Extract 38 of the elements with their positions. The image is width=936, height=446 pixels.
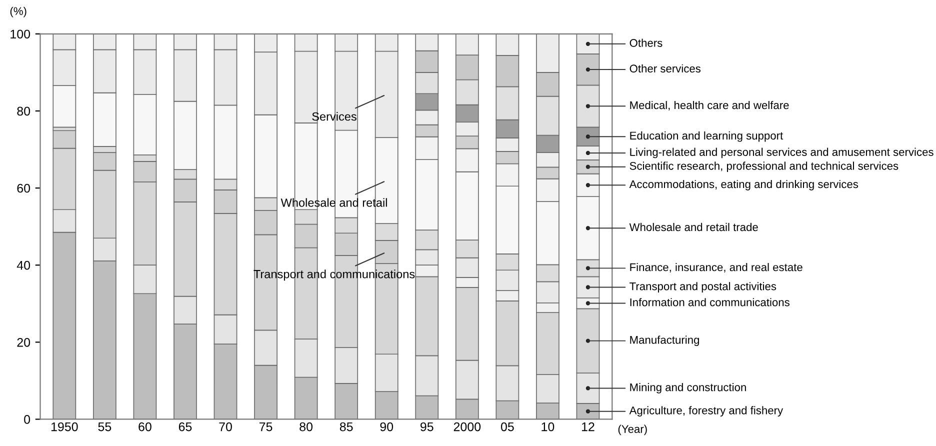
x-tick-label: 10 (542, 422, 554, 432)
x-tick-label: 70 (219, 422, 232, 432)
text: Living-related and personal services and amusement services (630, 148, 934, 158)
x-tick-label: 95 (420, 422, 434, 432)
text: Wholesale and retail trade (629, 222, 758, 232)
y-tick-label: 80 (17, 106, 30, 116)
y-tick-label: 20 (17, 338, 30, 347)
text: Information and communications (630, 298, 790, 306)
x-axis-title: (Year) (618, 424, 647, 436)
x-tick-label: 60 (138, 422, 152, 432)
x-tick-label: 85 (340, 422, 353, 432)
text: Transport and postal activities (630, 282, 776, 292)
text: Mining and construction (630, 383, 746, 394)
x-tick-label: 55 (98, 422, 112, 432)
text: Finance, insurance, and real estate (630, 263, 802, 272)
text: Scientific research, professional and technical services (630, 162, 898, 172)
x-tick-label: 05 (500, 422, 514, 432)
text: Accommodations, eating and drinking services (629, 180, 858, 190)
x-tick-label: 75 (259, 422, 272, 432)
text: Education and learning support (630, 131, 784, 142)
x-tick-label: 90 (380, 422, 394, 432)
y-tick-label: 0 (24, 415, 30, 424)
text: Manufacturing (630, 336, 699, 346)
series-label: Transport and communications (254, 270, 415, 281)
x-tick-label: 2000 (454, 422, 481, 432)
x-tick-label: 80 (300, 422, 313, 432)
x-tick-label: 65 (178, 422, 192, 432)
text: Other services (630, 64, 701, 73)
text: Agriculture, forestry and fishery (629, 406, 784, 417)
text: Others (630, 38, 662, 47)
series-label: Services (312, 112, 356, 121)
x-tick-label: 12 (582, 422, 594, 432)
y-tick-label: 60 (17, 184, 30, 193)
text: Medical, health care and welfare (630, 100, 789, 110)
y-axis-title: (%) (10, 6, 26, 18)
y-tick-label: 100 (10, 30, 30, 39)
x-tick-label: 1950 (51, 422, 78, 432)
y-tick-label: 40 (16, 260, 30, 270)
